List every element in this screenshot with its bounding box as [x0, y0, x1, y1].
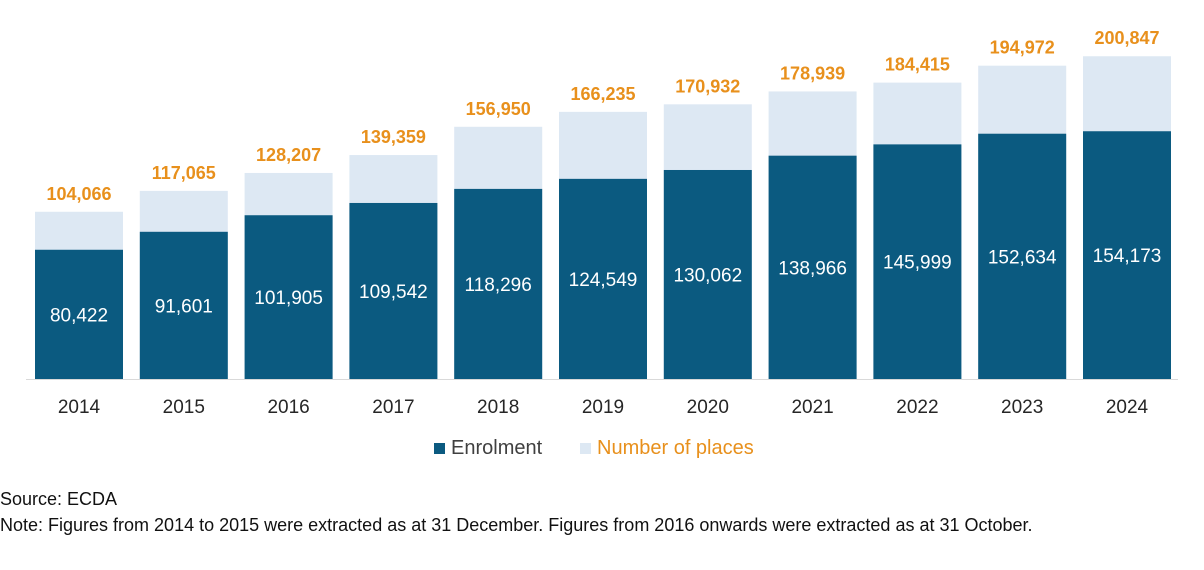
enrolment-data-label-2015: 91,601 — [155, 296, 213, 317]
x-tick-2014: 2014 — [58, 397, 101, 418]
places-data-label-2014: 104,066 — [46, 184, 111, 204]
places-data-label-2020: 170,932 — [675, 76, 740, 96]
enrolment-bars-group — [35, 131, 1171, 379]
legend-label-places: Number of places — [597, 436, 754, 459]
enrolment-bar-2023 — [978, 133, 1067, 379]
enrolment-bar-2017 — [349, 202, 438, 379]
source-text: Source: ECDA — [0, 489, 118, 509]
enrolment-bar-2020 — [663, 169, 752, 379]
enrolment-data-labels: 80,422 91,601 101,905 109,542 118,296 124,549… — [50, 246, 1161, 326]
x-tick-2016: 2016 — [267, 397, 309, 418]
x-tick-2024: 2024 — [1106, 397, 1149, 418]
x-tick-2017: 2017 — [372, 397, 414, 418]
enrolment-data-label-2018: 118,296 — [465, 275, 532, 296]
places-data-label-2019: 166,235 — [570, 84, 635, 104]
enrolment-bar-2015 — [139, 231, 228, 379]
enrolment-data-label-2023: 152,634 — [988, 247, 1057, 268]
enrolment-bar-2022 — [873, 144, 962, 379]
enrolment-data-label-2024: 154,173 — [1093, 246, 1162, 267]
enrolment-data-label-2014: 80,422 — [50, 305, 108, 326]
enrolment-data-label-2022: 145,999 — [883, 253, 952, 274]
enrolment-bar-2014 — [35, 249, 123, 379]
legend-item-enrolment: Enrolment — [434, 434, 542, 462]
places-data-labels: 104,066 117,065 128,207 139,359 156,950 166,2… — [46, 28, 1159, 204]
legend-label-enrolment: Enrolment — [451, 436, 543, 459]
footer: Source: ECDA Note: Figures from 2014 to … — [0, 486, 1200, 538]
legend-item-places: Number of places — [580, 434, 754, 462]
x-tick-2022: 2022 — [896, 397, 938, 418]
legend-swatch-places — [580, 442, 591, 454]
enrolment-data-label-2021: 138,966 — [778, 258, 847, 279]
enrolment-bar-2019 — [559, 178, 647, 379]
legend: Enrolment Number of places — [0, 434, 1204, 462]
places-data-label-2016: 128,207 — [256, 145, 321, 165]
enrolment-bar-2021 — [768, 155, 857, 379]
legend-swatch-enrolment — [434, 442, 445, 454]
note-text: Note: Figures from 2014 to 2015 were ext… — [0, 515, 1033, 535]
bar-chart: 104,066 117,065 128,207 139,359 156,950 166,2… — [26, 28, 1178, 418]
places-data-label-2023: 194,972 — [990, 38, 1055, 58]
x-tick-2023: 2023 — [1001, 397, 1043, 418]
chart-area: 104,066 117,065 128,207 139,359 156,950 166,2… — [0, 28, 1204, 462]
enrolment-data-label-2020: 130,062 — [673, 265, 742, 286]
x-tick-2018: 2018 — [477, 397, 519, 418]
x-tick-2015: 2015 — [163, 397, 205, 418]
enrolment-data-label-2017: 109,542 — [359, 282, 428, 303]
enrolment-bar-2024 — [1083, 131, 1171, 379]
x-tick-2020: 2020 — [687, 397, 729, 418]
places-data-label-2018: 156,950 — [466, 99, 531, 119]
x-tick-2021: 2021 — [791, 397, 833, 418]
places-data-label-2015: 117,065 — [152, 163, 216, 183]
enrolment-bar-2016 — [244, 215, 333, 379]
enrolment-data-label-2016: 101,905 — [254, 288, 323, 309]
x-tick-2019: 2019 — [582, 397, 624, 418]
enrolment-data-label-2019: 124,549 — [569, 270, 638, 291]
places-data-label-2024: 200,847 — [1094, 28, 1159, 48]
places-data-label-2022: 184,415 — [885, 55, 950, 75]
enrolment-bar-2018 — [454, 188, 543, 379]
places-data-label-2017: 139,359 — [361, 127, 426, 147]
x-tick-labels: 2014 2015 2016 2017 2018 2019 2020 2021 2022 2023… — [58, 397, 1149, 418]
places-data-label-2021: 178,939 — [780, 63, 845, 83]
